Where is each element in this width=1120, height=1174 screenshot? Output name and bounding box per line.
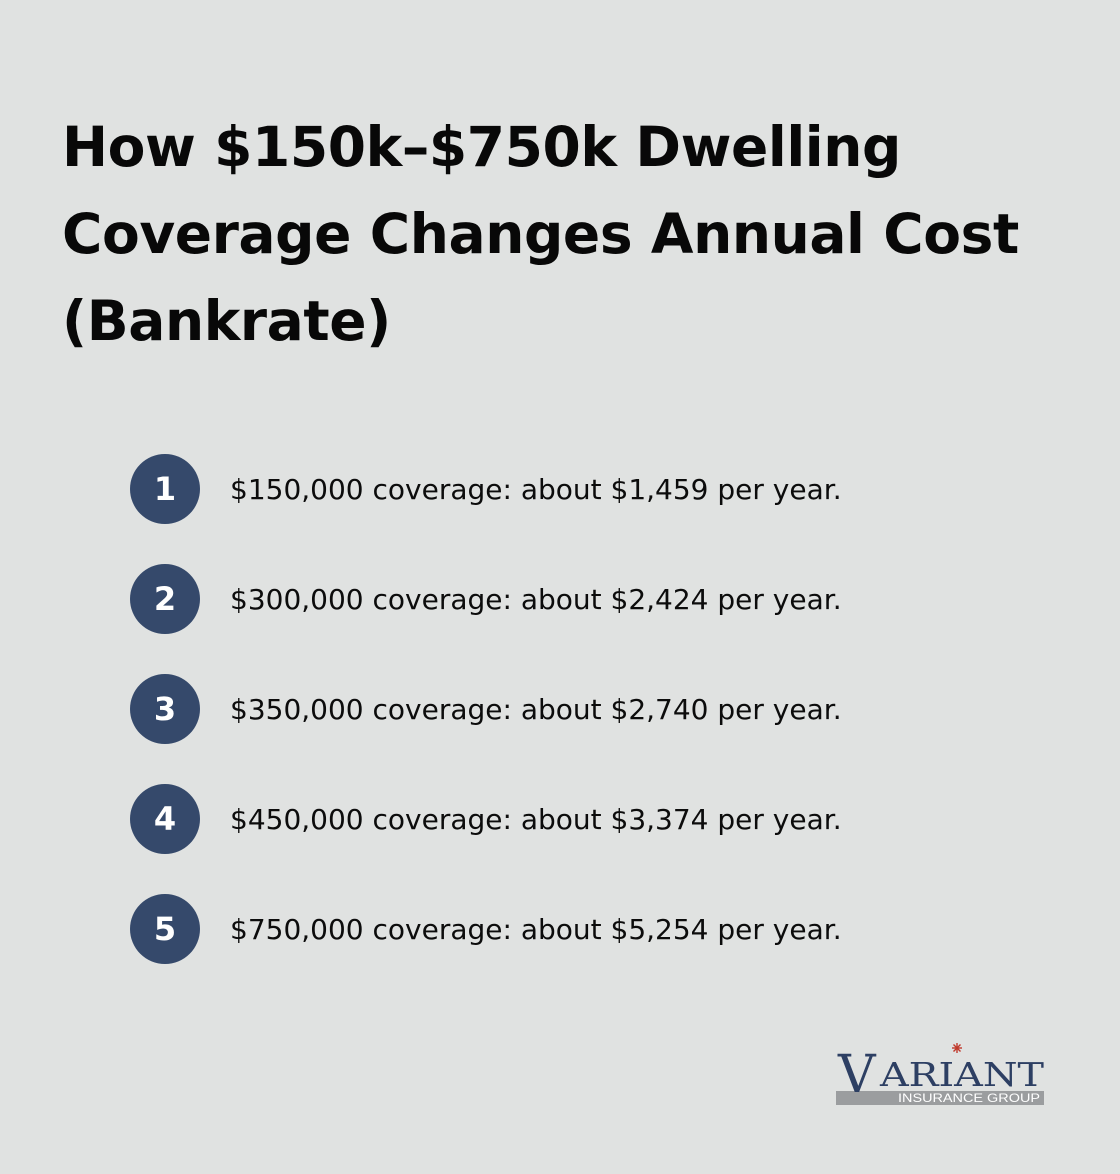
item-text: $450,000 coverage: about $3,374 per year… — [230, 802, 842, 836]
variant-logo: V ARIANT INSURANCE GROUP — [836, 1040, 1048, 1106]
item-text: $150,000 coverage: about $1,459 per year… — [230, 472, 842, 506]
list-item: 3 $350,000 coverage: about $2,740 per ye… — [130, 674, 842, 744]
logo-tagline-bar — [836, 1091, 1044, 1105]
list-item: 4 $450,000 coverage: about $3,374 per ye… — [130, 784, 842, 854]
item-number-badge: 1 — [130, 454, 200, 524]
list-item: 2 $300,000 coverage: about $2,424 per ye… — [130, 564, 842, 634]
logo-initial: V — [837, 1045, 877, 1105]
page-title: How $150k–$750k Dwelling Coverage Change… — [62, 115, 1019, 353]
list-item: 5 $750,000 coverage: about $5,254 per ye… — [130, 894, 842, 964]
logo-tagline: INSURANCE GROUP — [898, 1091, 1040, 1105]
item-number-badge: 3 — [130, 674, 200, 744]
item-text: $750,000 coverage: about $5,254 per year… — [230, 912, 842, 946]
item-number-badge: 4 — [130, 784, 200, 854]
variant-logo-graphic: V ARIANT INSURANCE GROUP — [836, 1043, 1044, 1105]
logo-star-icon — [952, 1043, 962, 1053]
coverage-cost-list: 1 $150,000 coverage: about $1,459 per ye… — [130, 454, 842, 1004]
list-item: 1 $150,000 coverage: about $1,459 per ye… — [130, 454, 842, 524]
logo-name: ARIANT — [879, 1055, 1044, 1094]
item-number-badge: 2 — [130, 564, 200, 634]
item-text: $350,000 coverage: about $2,740 per year… — [230, 692, 842, 726]
item-number-badge: 5 — [130, 894, 200, 964]
item-text: $300,000 coverage: about $2,424 per year… — [230, 582, 842, 616]
